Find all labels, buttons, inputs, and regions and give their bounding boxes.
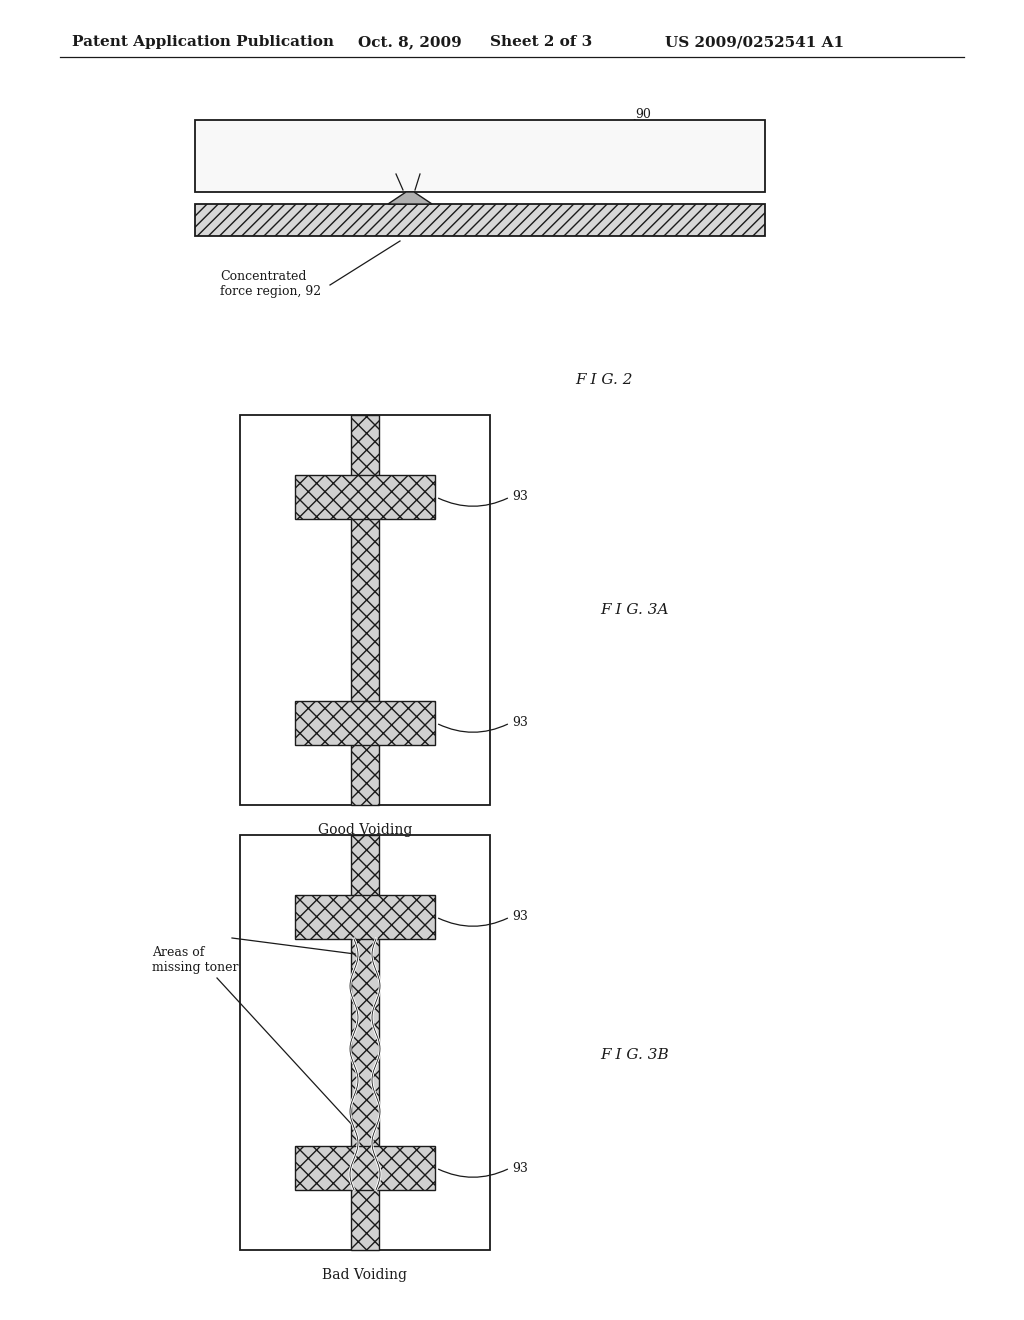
Text: US 2009/0252541 A1: US 2009/0252541 A1 xyxy=(665,36,844,49)
Bar xyxy=(195,120,765,191)
Bar xyxy=(295,895,435,939)
Text: Concentrated
force region, 92: Concentrated force region, 92 xyxy=(220,271,322,298)
Text: F I G. 2: F I G. 2 xyxy=(575,374,633,387)
Text: F I G. 3B: F I G. 3B xyxy=(600,1048,669,1063)
Bar xyxy=(195,205,765,236)
Text: F I G. 3A: F I G. 3A xyxy=(600,603,669,616)
Text: Sheet 2 of 3: Sheet 2 of 3 xyxy=(490,36,592,49)
FancyArrowPatch shape xyxy=(438,919,508,927)
Bar xyxy=(240,836,490,1250)
Text: Bad Voiding: Bad Voiding xyxy=(323,1269,408,1282)
Bar xyxy=(351,836,379,1250)
Polygon shape xyxy=(388,191,432,205)
Bar xyxy=(295,1146,435,1191)
Text: 93: 93 xyxy=(512,1162,528,1175)
Text: Patent Application Publication: Patent Application Publication xyxy=(72,36,334,49)
Text: Good Voiding: Good Voiding xyxy=(317,822,413,837)
Text: 90: 90 xyxy=(635,108,651,121)
Bar xyxy=(240,414,490,805)
Text: 93: 93 xyxy=(512,717,528,730)
Bar xyxy=(351,414,379,805)
Text: 93: 93 xyxy=(512,911,528,924)
FancyArrowPatch shape xyxy=(438,725,508,733)
FancyArrowPatch shape xyxy=(634,120,748,139)
FancyArrowPatch shape xyxy=(438,498,508,507)
Text: Areas of
missing toner: Areas of missing toner xyxy=(152,946,239,974)
FancyArrowPatch shape xyxy=(438,1170,508,1177)
Text: Oct. 8, 2009: Oct. 8, 2009 xyxy=(358,36,462,49)
Bar xyxy=(295,701,435,744)
Bar xyxy=(295,475,435,519)
Text: 93: 93 xyxy=(512,491,528,503)
